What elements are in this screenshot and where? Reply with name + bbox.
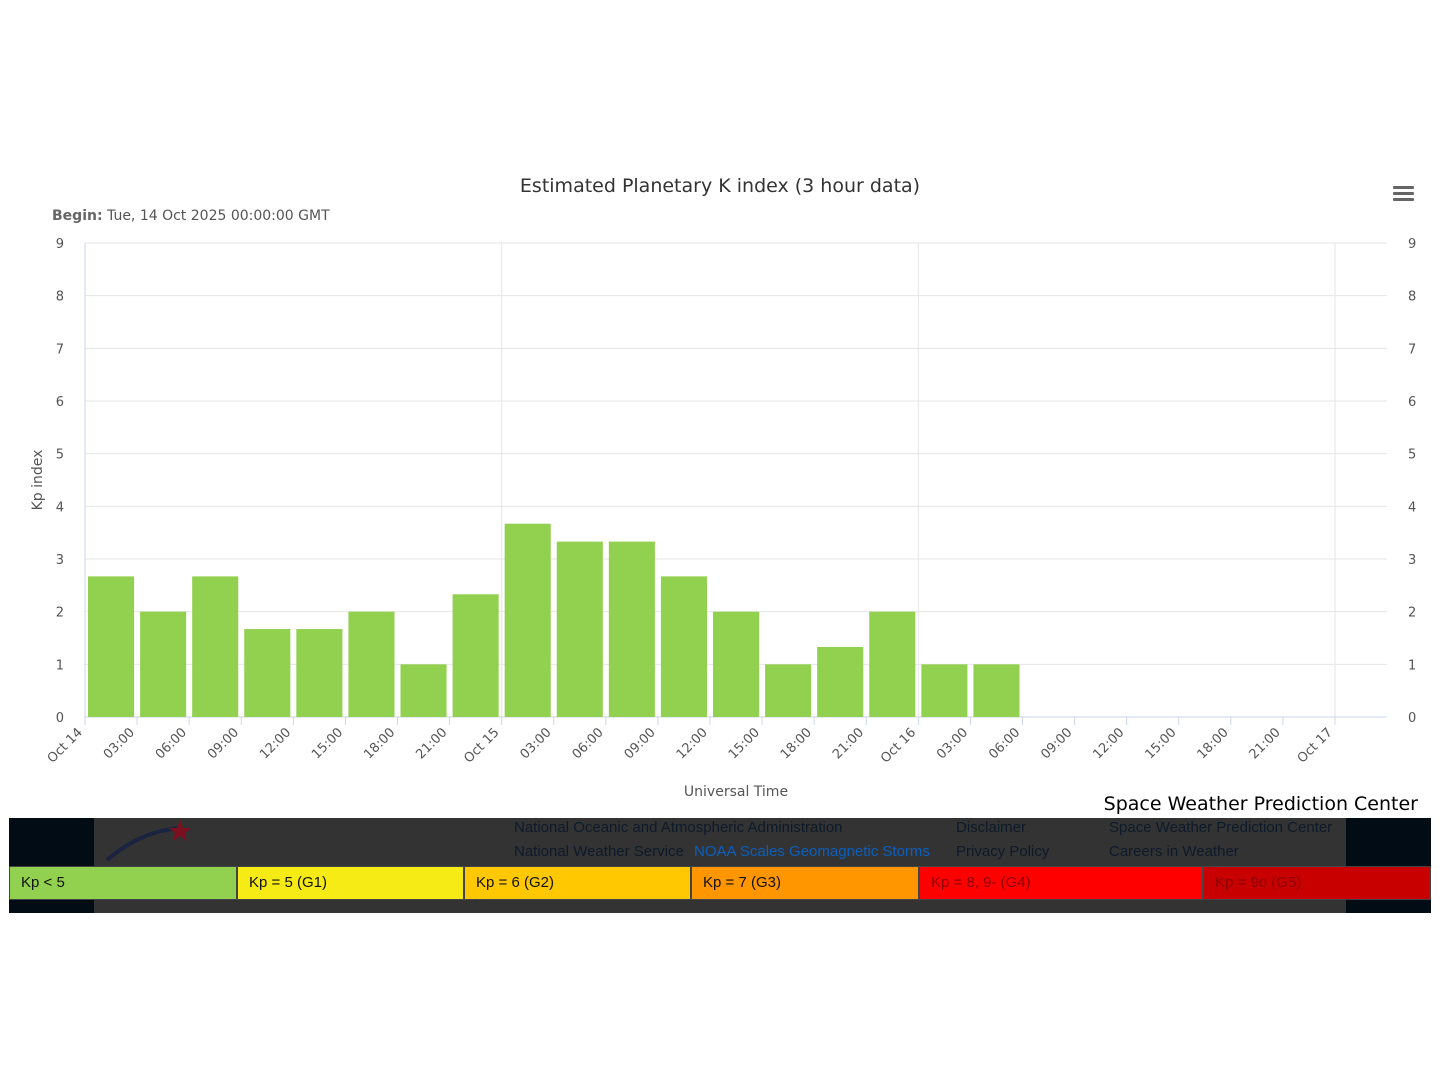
chart-title: Estimated Planetary K index (3 hour data…: [519, 175, 921, 197]
credit-text: Space Weather Prediction Center: [1103, 793, 1418, 815]
x-tick-label: 21:00: [413, 725, 450, 762]
kp-bar: [817, 646, 864, 717]
x-tick-label: 12:00: [257, 725, 294, 762]
kp-bar: [88, 576, 135, 717]
kp-bar: [192, 576, 239, 717]
footer-link-careers[interactable]: Careers in Weather: [1109, 843, 1239, 860]
legend-g1: Kp = 5 (G1): [237, 866, 464, 900]
kp-legend: Kp < 5 Kp = 5 (G1) Kp = 6 (G2) Kp = 7 (G…: [9, 866, 1431, 900]
x-tick-label: Oct 15: [461, 725, 502, 766]
y-tick-label-right: 3: [1408, 553, 1416, 568]
y-tick-label-right: 8: [1408, 290, 1416, 305]
kp-bar: [660, 576, 707, 717]
kp-bar: [869, 611, 916, 717]
x-tick-label: Oct 16: [878, 725, 919, 766]
y-tick-label-right: 0: [1408, 711, 1416, 726]
x-tick-label: 03:00: [517, 725, 554, 762]
y-tick-label-right: 2: [1408, 606, 1416, 621]
kp-bar: [608, 541, 655, 717]
x-tick-label: 18:00: [1195, 725, 1232, 762]
y-tick-label-right: 5: [1408, 448, 1416, 463]
footer-link-swpc[interactable]: Space Weather Prediction Center: [1109, 819, 1333, 836]
begin-value: Tue, 14 Oct 2025 00:00:00 GMT: [107, 208, 330, 224]
x-tick-label: 06:00: [986, 725, 1023, 762]
x-tick-label: 15:00: [309, 725, 346, 762]
legend-g5: Kp = 9o (G5): [1203, 866, 1431, 900]
y-tick-label-left: 0: [56, 711, 64, 726]
y-tick-label-left: 4: [56, 500, 64, 515]
y-tick-label-right: 4: [1408, 500, 1416, 515]
legend-g2: Kp = 6 (G2): [464, 866, 691, 900]
legend-kp-lt5: Kp < 5: [9, 866, 237, 900]
x-tick-label: Oct 17: [1295, 725, 1336, 766]
x-tick-label: 09:00: [622, 725, 659, 762]
kp-bar: [713, 611, 760, 717]
x-tick-label: 12:00: [674, 725, 711, 762]
y-tick-label-left: 3: [56, 553, 64, 568]
legend-g4: Kp = 8, 9- (G4): [919, 866, 1203, 900]
x-tick-label: 09:00: [1038, 725, 1075, 762]
kp-bar: [348, 611, 395, 717]
kp-chart: 0 0 1 1 2 2 3 3 4 4 5 5 6 6 7 7 8 8 9 9 Oct 14 03:00 06:00 09:0…: [30, 237, 1416, 800]
x-tick-label: Oct 14: [45, 725, 86, 766]
y-tick-label-right: 1: [1408, 658, 1416, 673]
y-axis-title: Kp index: [30, 450, 46, 511]
kp-bar: [244, 629, 291, 717]
x-tick-label: 18:00: [361, 725, 398, 762]
footer-link-nws[interactable]: National Weather Service: [514, 843, 684, 860]
y-tick-label-right: 7: [1408, 342, 1416, 357]
kp-bar: [556, 541, 603, 717]
y-tick-label-left: 2: [56, 606, 64, 621]
kp-bar: [452, 594, 499, 717]
x-tick-label: 15:00: [726, 725, 763, 762]
y-tick-label-right: 6: [1408, 395, 1416, 410]
x-tick-label: 09:00: [205, 725, 242, 762]
y-tick-label-left: 5: [56, 448, 64, 463]
x-tick-label: 06:00: [153, 725, 190, 762]
x-tick-label: 18:00: [778, 725, 815, 762]
y-tick-label-left: 9: [56, 237, 64, 252]
footer-link-noaa[interactable]: National Oceanic and Atmospheric Adminis…: [514, 819, 843, 836]
legend-g3: Kp = 7 (G3): [691, 866, 919, 900]
kp-bar: [400, 664, 447, 717]
kp-bar: [765, 664, 812, 717]
kp-bar: [504, 523, 551, 717]
chart-menu-button[interactable]: [1393, 186, 1414, 204]
x-tick-label: 03:00: [934, 725, 971, 762]
x-tick-label: 21:00: [1247, 725, 1284, 762]
noaa-scales-link[interactable]: NOAA Scales Geomagnetic Storms: [694, 843, 930, 860]
x-tick-label: 21:00: [830, 725, 867, 762]
y-tick-label-right: 9: [1408, 237, 1416, 252]
y-tick-label-left: 1: [56, 658, 64, 673]
x-tick-label: 12:00: [1090, 725, 1127, 762]
kp-bar: [296, 629, 343, 717]
kp-bar: [140, 611, 187, 717]
kp-bar: [921, 664, 968, 717]
x-axis-title: Universal Time: [684, 784, 788, 800]
y-tick-label-left: 7: [56, 342, 64, 357]
y-tick-label-left: 6: [56, 395, 64, 410]
begin-date: Begin: Tue, 14 Oct 2025 00:00:00 GMT: [52, 208, 330, 224]
begin-label: Begin:: [52, 208, 103, 224]
footer-link-disclaimer[interactable]: Disclaimer: [956, 819, 1027, 836]
y-tick-label-left: 8: [56, 290, 64, 305]
kp-bar: [973, 664, 1020, 717]
x-tick-label: 03:00: [101, 725, 138, 762]
x-tick-label: 06:00: [570, 725, 607, 762]
x-tick-label: 15:00: [1142, 725, 1179, 762]
footer-link-privacy[interactable]: Privacy Policy: [956, 843, 1050, 860]
usa-gov-logo[interactable]: [102, 820, 362, 880]
